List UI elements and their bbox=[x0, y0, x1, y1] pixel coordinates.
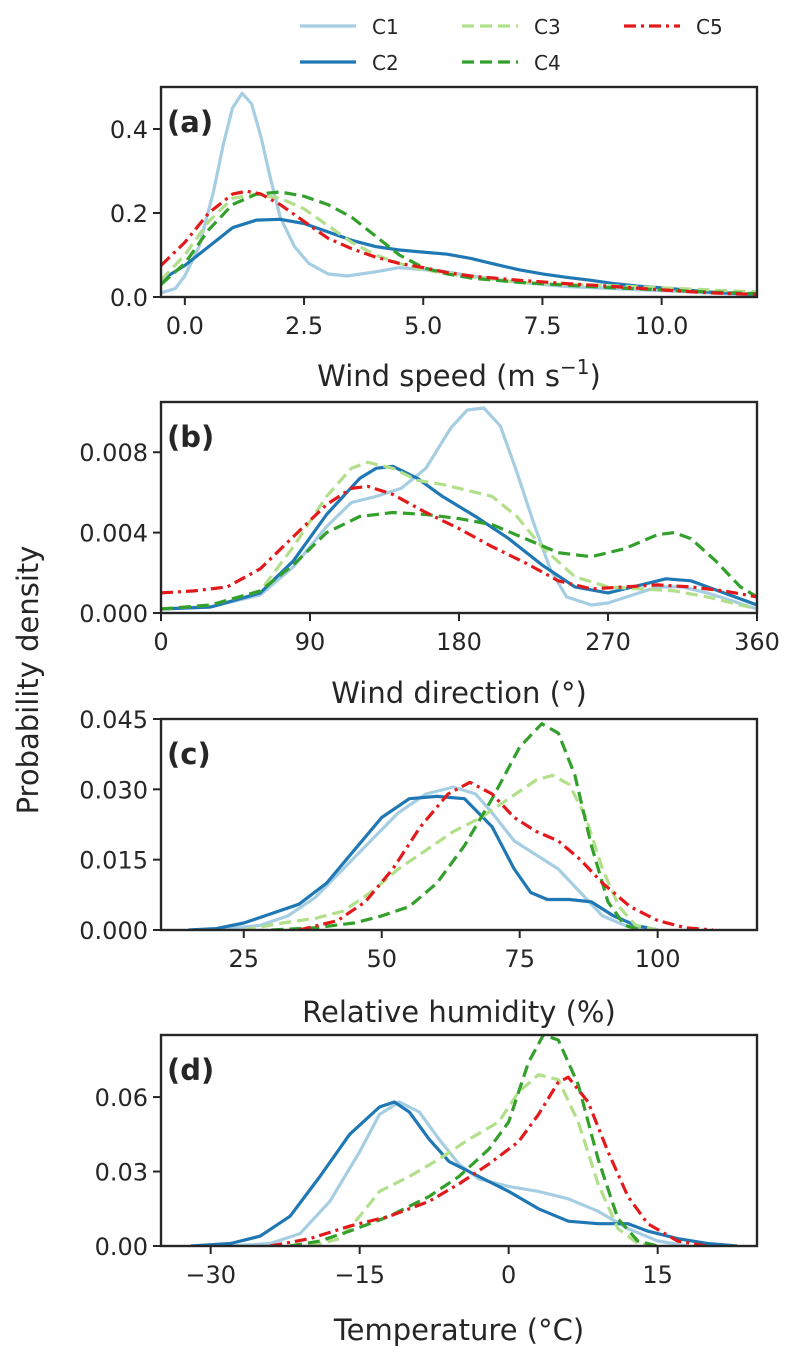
y-tick-label: 0.0 bbox=[110, 284, 148, 312]
x-tick-label: 10.0 bbox=[635, 312, 688, 340]
series-line-c4 bbox=[161, 510, 757, 611]
y-tick-label: 0.008 bbox=[79, 439, 148, 467]
panel-tag: (d) bbox=[167, 1053, 214, 1087]
x-tick-label: 90 bbox=[295, 628, 326, 656]
x-tick-label: 50 bbox=[366, 945, 397, 973]
x-tick-label: 0 bbox=[501, 1261, 516, 1289]
series-lines bbox=[190, 1035, 738, 1246]
y-tick-label: 0.004 bbox=[79, 520, 148, 548]
y-tick-label: 0.045 bbox=[79, 706, 148, 734]
y-tick-label: 0.03 bbox=[95, 1159, 148, 1187]
series-line-c2 bbox=[161, 464, 757, 611]
series-line-c4 bbox=[161, 190, 757, 296]
y-tick-label: 0.030 bbox=[79, 776, 148, 804]
series-line-c3 bbox=[161, 192, 757, 294]
panel-b: 0 90 180 270 360 0.000 0.004 0.008 (b) Wind direc… bbox=[79, 400, 780, 710]
series-line-c1 bbox=[161, 406, 757, 611]
x-tick-label: 5.0 bbox=[404, 312, 442, 340]
panel-tag: (b) bbox=[167, 420, 214, 454]
x-axis-label: Wind direction (°) bbox=[331, 676, 587, 710]
series-line-c5 bbox=[298, 780, 714, 930]
x-tick-label: 0 bbox=[153, 628, 168, 656]
series-line-c1 bbox=[216, 785, 647, 930]
legend-label: C4 bbox=[534, 51, 561, 75]
legend-label: C1 bbox=[372, 15, 399, 39]
axes-frame bbox=[159, 1033, 759, 1248]
x-tick-label: 100 bbox=[635, 945, 681, 973]
panel-d: −30 −15 0 15 0.00 0.03 0.06 (d) Temperature (°C) bbox=[95, 1033, 759, 1346]
legend-item-c4: C4 bbox=[462, 51, 561, 75]
panel-tag: (c) bbox=[167, 737, 211, 771]
x-tick-label: 0.0 bbox=[166, 312, 204, 340]
series-line-c4 bbox=[271, 722, 642, 930]
y-tick-label: 0.000 bbox=[79, 917, 148, 945]
x-tick-label: 2.5 bbox=[285, 312, 323, 340]
y-tick-label: 0.2 bbox=[110, 200, 148, 228]
series-line-c5 bbox=[161, 484, 757, 599]
series-lines bbox=[161, 91, 757, 297]
x-tick-label: 7.5 bbox=[523, 312, 561, 340]
y-axis-label: Probability density bbox=[11, 546, 45, 815]
x-tick-label: −30 bbox=[185, 1261, 236, 1289]
axes-frame bbox=[159, 85, 759, 299]
legend: C1 C2 C3 C4 C5 bbox=[300, 15, 723, 75]
panel-a: 0.0 2.5 5.0 7.5 10.0 0.0 0.2 0.4 (a) Wind speed (… bbox=[110, 85, 759, 393]
legend-item-c3: C3 bbox=[462, 15, 561, 39]
series-line-c2 bbox=[188, 794, 659, 930]
legend-item-c2: C2 bbox=[300, 51, 399, 75]
x-tick-label: −15 bbox=[334, 1261, 385, 1289]
legend-item-c5: C5 bbox=[624, 15, 723, 39]
y-tick-label: 0.06 bbox=[95, 1084, 148, 1112]
panel-c: 25 50 75 100 0.000 0.015 0.030 0.045 (c) Relative… bbox=[79, 706, 759, 1029]
series-line-c4 bbox=[289, 1035, 659, 1246]
y-tick-label: 0.015 bbox=[79, 847, 148, 875]
x-axis-label: Wind speed (m s−1) bbox=[317, 355, 601, 393]
series-line-c3 bbox=[309, 1073, 658, 1246]
series-lines bbox=[161, 406, 757, 611]
y-tick-label: 0.000 bbox=[79, 600, 148, 628]
series-line-c2 bbox=[190, 1100, 738, 1246]
legend-label: C5 bbox=[696, 15, 723, 39]
series-line-c5 bbox=[270, 1075, 708, 1246]
series-line-c3 bbox=[243, 773, 659, 930]
panel-tag: (a) bbox=[167, 105, 213, 139]
series-line-c2 bbox=[161, 217, 757, 297]
y-tick-label: 0.00 bbox=[95, 1233, 148, 1261]
legend-item-c1: C1 bbox=[300, 15, 399, 39]
x-tick-label: 75 bbox=[504, 945, 535, 973]
panels: 0.0 2.5 5.0 7.5 10.0 0.0 0.2 0.4 (a) Wind speed (… bbox=[79, 85, 780, 1346]
series-line-c5 bbox=[161, 189, 757, 297]
axes-frame bbox=[159, 717, 759, 932]
x-tick-label: 25 bbox=[229, 945, 260, 973]
x-axis-label: Temperature (°C) bbox=[333, 1313, 584, 1346]
x-tick-label: 270 bbox=[585, 628, 631, 656]
x-tick-label: 360 bbox=[734, 628, 780, 656]
y-tick-label: 0.4 bbox=[110, 116, 148, 144]
legend-label: C3 bbox=[534, 15, 561, 39]
series-lines bbox=[188, 722, 714, 930]
x-tick-label: 15 bbox=[642, 1261, 673, 1289]
legend-label: C2 bbox=[372, 51, 399, 75]
x-tick-label: 180 bbox=[436, 628, 482, 656]
x-axis-label: Relative humidity (%) bbox=[302, 995, 616, 1029]
